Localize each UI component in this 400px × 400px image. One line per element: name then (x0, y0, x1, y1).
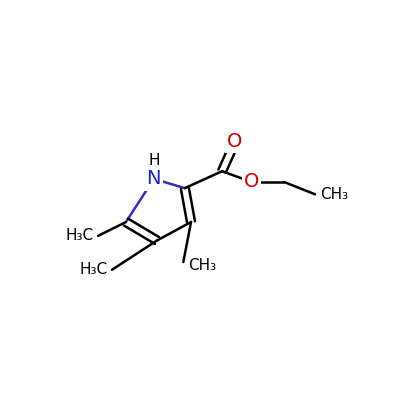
Text: H₃C: H₃C (65, 228, 94, 243)
Text: H₃C: H₃C (79, 262, 107, 277)
Text: N: N (147, 170, 161, 188)
Text: H: H (148, 153, 160, 168)
Text: CH₃: CH₃ (188, 258, 216, 273)
Text: O: O (227, 132, 242, 151)
Text: O: O (244, 172, 259, 192)
Text: CH₃: CH₃ (320, 187, 348, 202)
